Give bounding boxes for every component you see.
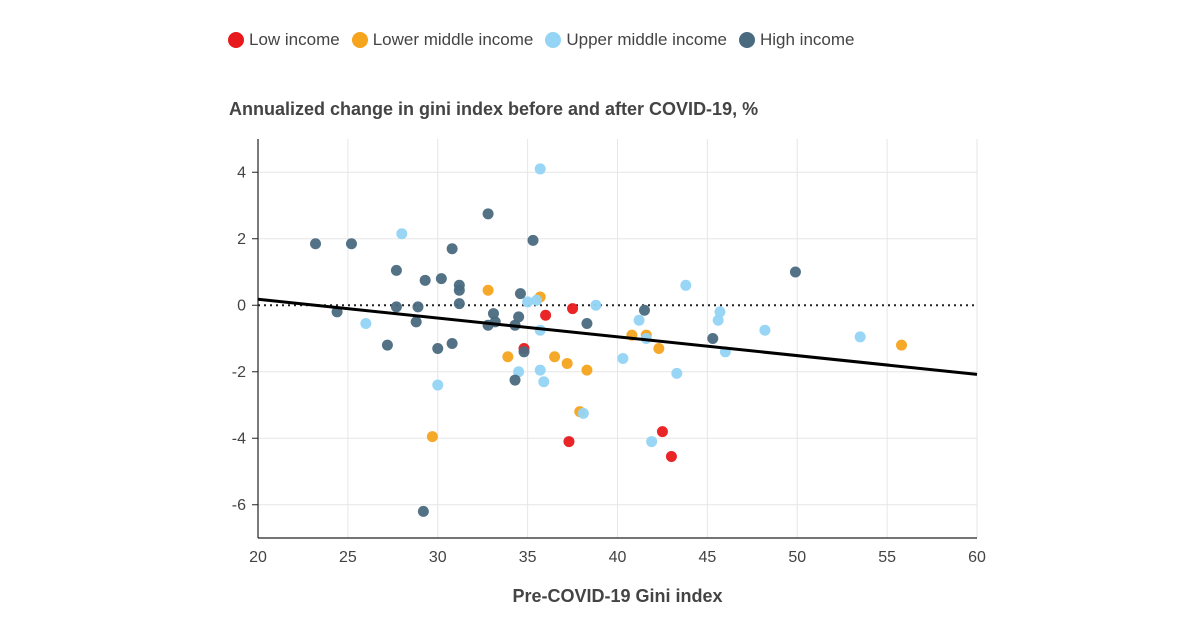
point-lower-middle-income[interactable] — [502, 351, 514, 363]
y-tick-label: -2 — [232, 364, 246, 381]
legend-item-lower-middle-income[interactable]: Lower middle income — [351, 30, 534, 50]
point-high-income[interactable] — [518, 346, 530, 358]
x-tick-label: 40 — [609, 549, 627, 566]
legend-swatch-high-income — [739, 32, 755, 48]
x-tick-label: 55 — [878, 549, 896, 566]
legend-swatch-lower-middle-income — [351, 32, 368, 48]
point-upper-middle-income[interactable] — [538, 376, 550, 388]
point-upper-middle-income[interactable] — [396, 228, 408, 240]
point-lower-middle-income[interactable] — [581, 364, 593, 376]
x-tick-label: 50 — [788, 549, 806, 566]
point-high-income[interactable] — [417, 505, 429, 517]
point-high-income[interactable] — [638, 304, 650, 316]
point-upper-middle-income[interactable] — [432, 379, 444, 391]
y-tick-label: -4 — [232, 430, 246, 447]
point-lower-middle-income[interactable] — [653, 342, 665, 354]
y-tick-label: 2 — [237, 231, 246, 248]
point-upper-middle-income[interactable] — [680, 279, 692, 291]
point-high-income[interactable] — [435, 273, 447, 285]
y-tick-label: 4 — [237, 164, 246, 181]
axes: 20 25 30 35 40 45 50 55 60 -6 -4 -2 0 2 4 — [232, 139, 986, 566]
point-high-income[interactable] — [390, 301, 402, 313]
legend-item-high-income[interactable]: High income — [739, 30, 855, 50]
point-high-income[interactable] — [381, 339, 393, 351]
point-upper-middle-income[interactable] — [759, 324, 771, 336]
point-high-income[interactable] — [345, 238, 357, 250]
point-high-income[interactable] — [482, 208, 494, 220]
point-high-income[interactable] — [446, 243, 458, 255]
gridlines — [257, 139, 978, 538]
point-lower-middle-income[interactable] — [426, 431, 438, 443]
point-lower-middle-income[interactable] — [549, 351, 561, 363]
legend-item-low-income[interactable]: Low income — [228, 30, 340, 50]
point-low-income[interactable] — [563, 436, 575, 448]
point-high-income[interactable] — [514, 288, 526, 300]
point-upper-middle-income[interactable] — [531, 294, 543, 306]
point-upper-middle-income[interactable] — [633, 314, 645, 326]
x-tick-label: 45 — [698, 549, 716, 566]
point-high-income[interactable] — [707, 333, 719, 344]
point-high-income[interactable] — [310, 238, 322, 250]
point-high-income[interactable] — [789, 266, 801, 278]
x-tick-label: 60 — [968, 549, 986, 566]
point-upper-middle-income[interactable] — [513, 366, 525, 378]
point-upper-middle-income[interactable] — [534, 364, 546, 376]
point-lower-middle-income[interactable] — [561, 357, 573, 369]
point-lower-middle-income[interactable] — [896, 339, 908, 351]
point-upper-middle-income[interactable] — [671, 367, 683, 379]
point-upper-middle-income[interactable] — [360, 318, 372, 330]
point-lower-middle-income[interactable] — [482, 284, 494, 296]
legend-item-upper-middle-income[interactable]: Upper middle income — [545, 30, 727, 50]
legend-label-low-income: Low income — [249, 30, 340, 49]
point-high-income[interactable] — [453, 298, 465, 310]
point-high-income[interactable] — [581, 318, 593, 330]
point-high-income[interactable] — [446, 337, 458, 349]
point-high-income[interactable] — [527, 234, 539, 246]
point-upper-middle-income[interactable] — [590, 299, 602, 311]
x-axis-title: Pre-COVID-19 Gini index — [512, 586, 722, 606]
x-tick-label: 20 — [249, 549, 267, 566]
point-high-income[interactable] — [487, 308, 499, 320]
point-low-income[interactable] — [540, 309, 552, 321]
y-tick-label: 0 — [237, 297, 246, 314]
point-low-income[interactable] — [656, 426, 668, 438]
point-low-income[interactable] — [665, 451, 677, 463]
legend-label-upper-middle-income: Upper middle income — [566, 30, 727, 49]
point-upper-middle-income[interactable] — [534, 163, 546, 175]
point-upper-middle-income[interactable] — [646, 436, 658, 448]
point-high-income[interactable] — [390, 264, 402, 276]
legend-label-high-income: High income — [760, 30, 855, 49]
y-tick-label: -6 — [232, 497, 246, 514]
x-tick-label: 35 — [519, 549, 537, 566]
legend-swatch-upper-middle-income — [545, 32, 562, 48]
point-high-income[interactable] — [410, 316, 422, 328]
point-high-income[interactable] — [513, 311, 525, 323]
point-upper-middle-income[interactable] — [712, 314, 724, 326]
point-upper-middle-income[interactable] — [617, 352, 629, 364]
point-low-income[interactable] — [567, 303, 579, 315]
point-upper-middle-income[interactable] — [577, 407, 589, 419]
point-high-income[interactable] — [412, 301, 424, 313]
trend-line — [257, 297, 978, 376]
legend-label-lower-middle-income: Lower middle income — [372, 30, 534, 49]
x-tick-label: 25 — [339, 549, 357, 566]
legend: Low income Lower middle income Upper mid… — [228, 30, 867, 50]
point-high-income[interactable] — [453, 284, 465, 296]
x-tick-label: 30 — [429, 549, 447, 566]
point-upper-middle-income[interactable] — [854, 331, 866, 343]
legend-swatch-low-income — [228, 32, 244, 48]
point-high-income[interactable] — [432, 342, 444, 354]
data-points — [310, 163, 908, 517]
point-high-income[interactable] — [419, 274, 431, 286]
point-high-income[interactable] — [509, 374, 521, 386]
chart-title: Annualized change in gini index before a… — [229, 99, 759, 119]
point-upper-middle-income[interactable] — [714, 306, 726, 318]
point-upper-middle-income[interactable] — [522, 296, 534, 308]
